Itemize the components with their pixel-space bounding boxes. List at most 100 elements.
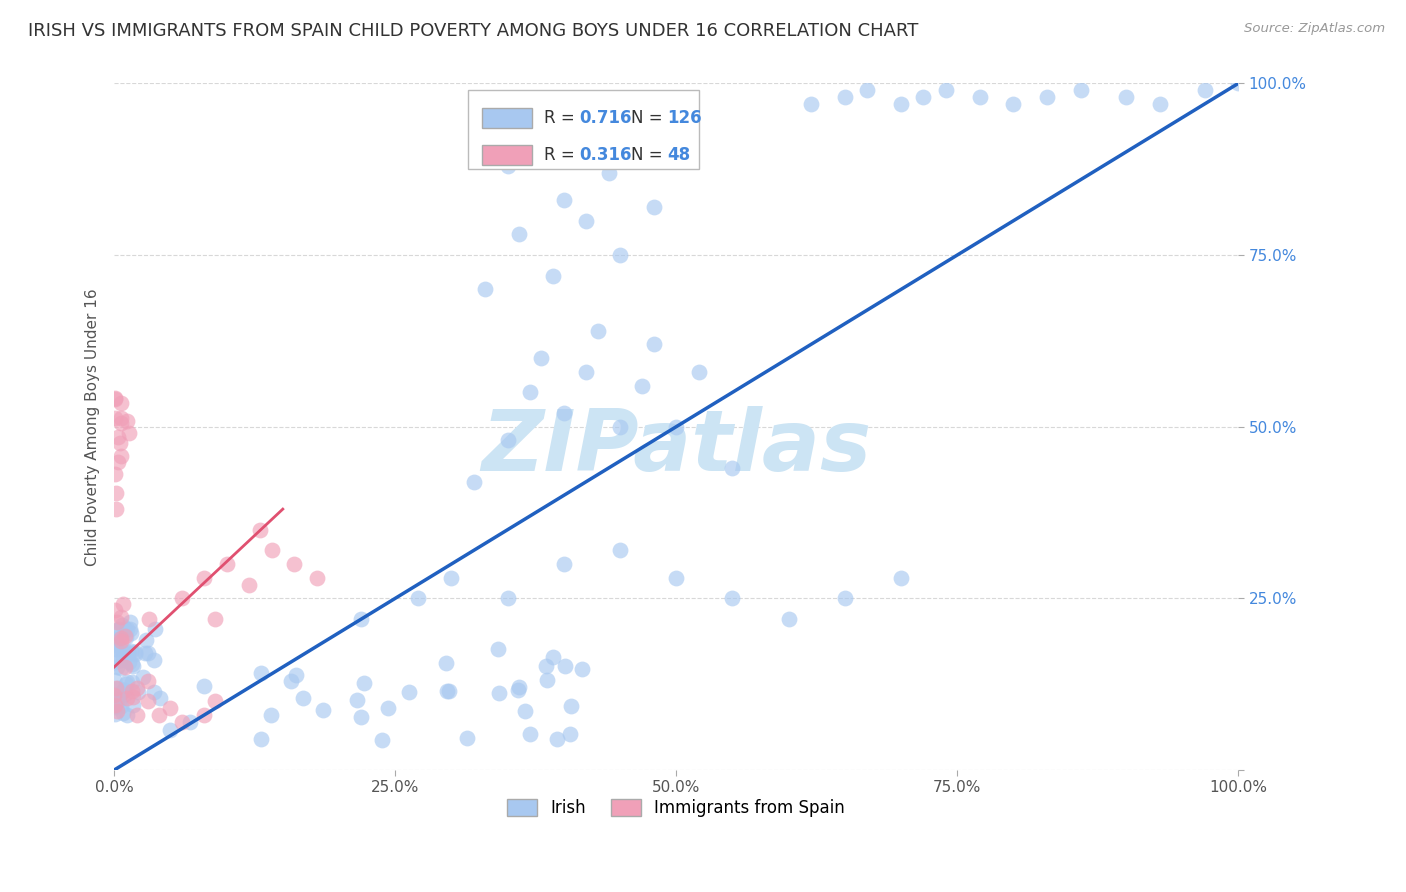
Point — [110, 411, 132, 425]
Point — [553, 557, 575, 571]
Point — [541, 650, 564, 665]
Point — [586, 324, 609, 338]
Point — [110, 653, 132, 667]
Point — [350, 612, 373, 626]
Point — [305, 571, 328, 585]
Point — [856, 83, 879, 97]
Point — [135, 633, 157, 648]
Point — [104, 700, 127, 714]
Point — [110, 450, 132, 464]
Point — [437, 683, 460, 698]
Point — [353, 675, 375, 690]
Point — [104, 639, 127, 653]
Point — [125, 708, 148, 723]
Point — [127, 685, 149, 699]
Point — [107, 636, 129, 650]
Y-axis label: Child Poverty Among Boys Under 16: Child Poverty Among Boys Under 16 — [86, 288, 100, 566]
Point — [110, 634, 132, 648]
Point — [834, 591, 856, 606]
Point — [553, 193, 575, 207]
Point — [111, 706, 134, 720]
Point — [143, 652, 166, 666]
Point — [204, 612, 226, 626]
Point — [122, 690, 145, 705]
Point — [108, 435, 131, 450]
Point — [291, 690, 314, 705]
Point — [118, 426, 141, 441]
Point — [107, 455, 129, 469]
Point — [260, 543, 283, 558]
Point — [108, 622, 131, 636]
Point — [104, 681, 127, 695]
Point — [111, 649, 134, 664]
Point — [124, 648, 146, 662]
Point — [398, 685, 420, 699]
Point — [142, 684, 165, 698]
Point — [204, 694, 226, 708]
Point — [536, 659, 558, 673]
Text: N =: N = — [631, 146, 668, 164]
Point — [377, 701, 399, 715]
Point — [558, 726, 581, 740]
Point — [104, 486, 127, 500]
Point — [121, 659, 143, 673]
Point — [114, 630, 136, 644]
Point — [350, 709, 373, 723]
Point — [120, 644, 142, 658]
Text: N =: N = — [631, 109, 668, 127]
Point — [103, 673, 125, 687]
Point — [890, 97, 912, 112]
Point — [117, 646, 139, 660]
Point — [104, 707, 127, 722]
Point — [105, 659, 128, 673]
Point — [103, 688, 125, 702]
Point — [519, 385, 541, 400]
Point — [283, 557, 305, 571]
Point — [105, 641, 128, 656]
Point — [643, 337, 665, 351]
Point — [1115, 90, 1137, 104]
Point — [434, 657, 457, 671]
FancyBboxPatch shape — [482, 108, 533, 128]
Point — [536, 673, 558, 687]
Point — [554, 658, 576, 673]
FancyBboxPatch shape — [468, 90, 699, 169]
Point — [778, 612, 800, 626]
Point — [598, 166, 620, 180]
Point — [721, 591, 744, 606]
Point — [115, 622, 138, 636]
Point — [112, 598, 135, 612]
Point — [104, 603, 127, 617]
Point — [193, 679, 215, 693]
Point — [120, 615, 142, 629]
Point — [1194, 83, 1216, 97]
Point — [105, 623, 128, 637]
Point — [496, 434, 519, 448]
Point — [114, 622, 136, 636]
Point — [121, 675, 143, 690]
Point — [105, 638, 128, 652]
Point — [121, 657, 143, 672]
Point — [112, 682, 135, 697]
Point — [108, 690, 131, 704]
Point — [508, 227, 530, 242]
Point — [120, 623, 142, 637]
Point — [170, 714, 193, 729]
Point — [575, 213, 598, 227]
Point — [107, 681, 129, 695]
Point — [280, 674, 302, 689]
Point — [571, 661, 593, 675]
Point — [609, 419, 631, 434]
Point — [546, 731, 568, 746]
Point — [110, 610, 132, 624]
Point — [114, 677, 136, 691]
Point — [912, 90, 935, 104]
Point — [148, 708, 170, 723]
Point — [110, 699, 132, 714]
Point — [136, 646, 159, 660]
Point — [193, 571, 215, 585]
Point — [249, 665, 271, 680]
Point — [179, 714, 201, 729]
Point — [124, 645, 146, 659]
Point — [371, 732, 394, 747]
